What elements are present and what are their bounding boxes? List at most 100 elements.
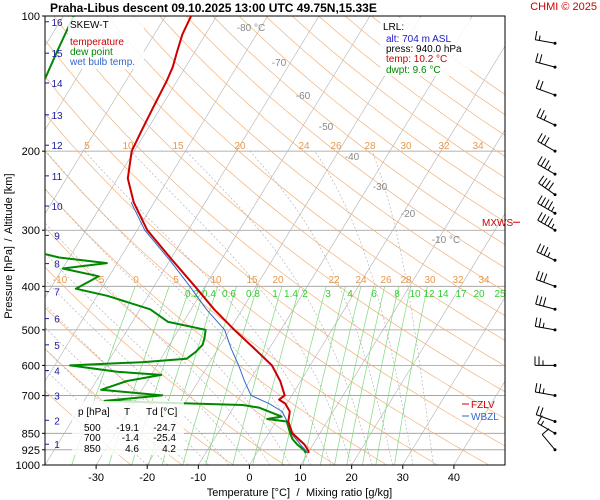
dry-adiabat-line [80,16,505,367]
adiabat-label: 5 [84,141,90,152]
dry-adiabat-line [106,16,505,341]
lrl-alt: alt: 704 m ASL [386,34,451,45]
altitude-tick-label: 2 [54,416,60,427]
adiabat-label: 5 [173,275,179,286]
wind-barb [534,383,557,397]
mixing-ratio-label: 0.4 [202,289,216,300]
wind-barb [535,270,557,288]
chart-title: Praha-Libus descent 09.10.2025 13:00 UTC… [50,1,377,15]
x-tick-label: -30 [88,472,104,484]
x-tick-label: 20 [346,472,358,484]
moist-adiabat-line [185,150,373,465]
y-tick-label: 200 [22,146,40,158]
isotherm-label: -20 [401,209,416,220]
mixing-ratio-label: 1 [272,289,278,300]
altitude-tick-label: 7 [54,288,60,299]
wind-barb [535,53,557,69]
adiabat-label: -10 [53,275,68,286]
plot-frame [44,15,506,466]
dry-adiabat-line [238,16,505,223]
table-header-p: p [hPa] [78,407,110,418]
dry-adiabat-line [45,112,490,465]
wind-barb [537,156,557,176]
isotherm-line [504,464,505,465]
background-grid [45,16,505,465]
table-row-td: -25.4 [153,433,176,444]
isotherm-line [198,16,473,465]
dry-adiabat-line [132,16,505,317]
fzlv-label: FZLV [471,400,495,411]
y-tick-label: 1000 [16,460,40,472]
dry-adiabat-line [185,16,505,269]
altitude-tick-label: 12 [51,141,63,152]
lrl-dwpt: dwpt: 9.6 °C [386,65,441,76]
y-tick-label: 400 [22,281,40,293]
x-tick-label: 0 [246,472,252,484]
table-row-p: 500 [84,423,101,434]
credit-label: CHMI © 2025 [530,1,597,13]
y-axis-label-altitude: Altitude [km] [3,173,15,234]
wind-barb [537,195,557,215]
altitude-tick-label: 6 [54,315,60,326]
y-axis-label-group: Pressure [hPa] / Altitude [km] [3,173,15,318]
wind-barb [536,243,557,262]
x-tick-label: -10 [190,472,206,484]
dry-adiabat-line [212,16,505,245]
adiabat-label: 26 [330,141,342,152]
lrl-temp: temp: 10.2 °C [386,54,447,65]
mixing-ratio-line [334,286,375,465]
adiabat-label: 30 [424,275,436,286]
adiabat-label: 26 [380,275,392,286]
adiabat-label: 28 [364,141,376,152]
dry-adiabat-line [45,306,234,465]
x-axis-label-separator: / [296,487,300,499]
profile-series [45,16,310,454]
adiabat-label: 30 [400,141,412,152]
mixing-ratio-label: 1.4 [284,289,298,300]
wind-barb [534,30,557,45]
moist-adiabat-line [45,279,230,465]
dry-adiabat-line [45,390,132,465]
legend-dew-point: dew point [70,47,113,58]
wind-barb [535,295,557,311]
wind-barb [537,212,557,232]
mixing-ratio-label: 10 [409,289,421,300]
isotherm-line [453,380,505,465]
isotherm-label: -40 [345,152,360,163]
legend-wet-bulb: wet bulb temp. [69,57,135,68]
isotherm-line [249,45,505,465]
wind-barb [534,317,557,332]
dry-adiabat-line [45,39,505,419]
isotherm-line [402,296,505,465]
adiabat-label: 0 [133,275,139,286]
wind-barbs [534,30,557,452]
y-axis-label: Pressure [hPa] [3,246,15,319]
y-tick-label: 850 [22,428,40,440]
x-tick-label: 40 [448,472,460,484]
altitude-tick-label: 9 [54,231,60,242]
altitude-tick-label: 10 [51,202,63,213]
y-tick-label: 100 [22,11,40,23]
mixing-ratio-line [375,286,412,465]
y-axis-label-separator: / [3,238,15,242]
wind-barb [534,356,557,367]
dry-adiabat-line [45,75,505,447]
wind-barb [535,406,557,423]
mixing-ratio-line [205,286,258,465]
mixing-ratio-label: 0.8 [246,289,260,300]
mixing-ratio-line [346,286,386,465]
adiabat-label: 34 [472,141,484,152]
mxws-label: MXWS [482,218,513,229]
altitude-tick-label: 4 [54,367,60,378]
x-tick-label: 10 [294,472,306,484]
dew-point-line [45,16,307,454]
moist-adiabat-line [130,150,352,465]
adiabat-label: 24 [298,141,310,152]
wind-barb [538,175,557,197]
lrl-press: press: 940.0 hPa [386,44,462,55]
mixing-ratio-label: 3 [325,289,331,300]
x-tick-label: -20 [139,472,155,484]
adiabat-label: 34 [478,275,490,286]
axes: -30 -20 -10 0 10 20 30 401002003004005006007008… [16,11,460,484]
